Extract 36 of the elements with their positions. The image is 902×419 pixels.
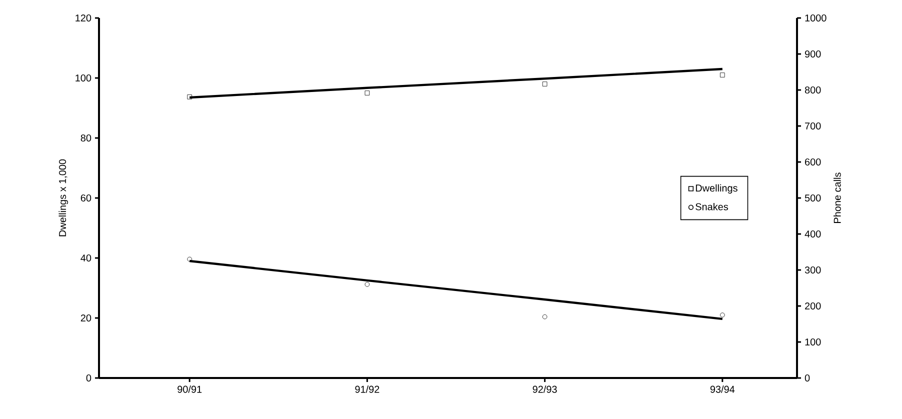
line-series	[188, 260, 724, 320]
y2-tick-label: 100	[805, 338, 821, 346]
y2-tick-label: 1000	[805, 14, 826, 22]
y2-axis-title: Phone calls	[834, 172, 841, 223]
y2-tick-label: 700	[805, 122, 821, 130]
y2-tick-label: 300	[804, 266, 821, 274]
y2-tick-label: 900	[805, 50, 821, 58]
legend-label: Dwellings	[696, 184, 738, 194]
x-tick-label: 92/93	[532, 386, 557, 393]
y-tick-label: 0	[86, 374, 92, 382]
y2-tick-label: 400	[804, 230, 821, 238]
y-tick-label: 20	[80, 314, 92, 322]
y2-tick-label: 0	[804, 374, 810, 382]
point	[542, 314, 548, 320]
point	[364, 282, 370, 287]
point	[720, 312, 725, 318]
legend-label: Snakes	[696, 202, 728, 210]
y-tick-label: 80	[80, 134, 92, 142]
y-tick-label: 100	[76, 74, 92, 82]
point	[364, 90, 370, 96]
y2-tick-label: 600	[805, 158, 821, 166]
y-tick-label: 120	[76, 14, 92, 22]
y2-tick-label: 500	[804, 194, 821, 202]
point	[187, 256, 192, 262]
x-tick-label: 90/91	[178, 386, 202, 393]
y-tick-label: 60	[80, 194, 92, 202]
point	[542, 82, 548, 86]
point	[187, 94, 192, 100]
y-tick-label: 40	[80, 254, 92, 262]
line-series	[188, 68, 724, 99]
x-tick-label: 93/94	[710, 386, 735, 393]
x-tick-label: 91/92	[355, 386, 380, 393]
point	[720, 72, 725, 78]
y2-tick-label: 800	[804, 86, 821, 94]
y2-tick-label: 200	[805, 302, 821, 310]
y-axis-title: Dwellings x 1,000	[58, 159, 68, 236]
